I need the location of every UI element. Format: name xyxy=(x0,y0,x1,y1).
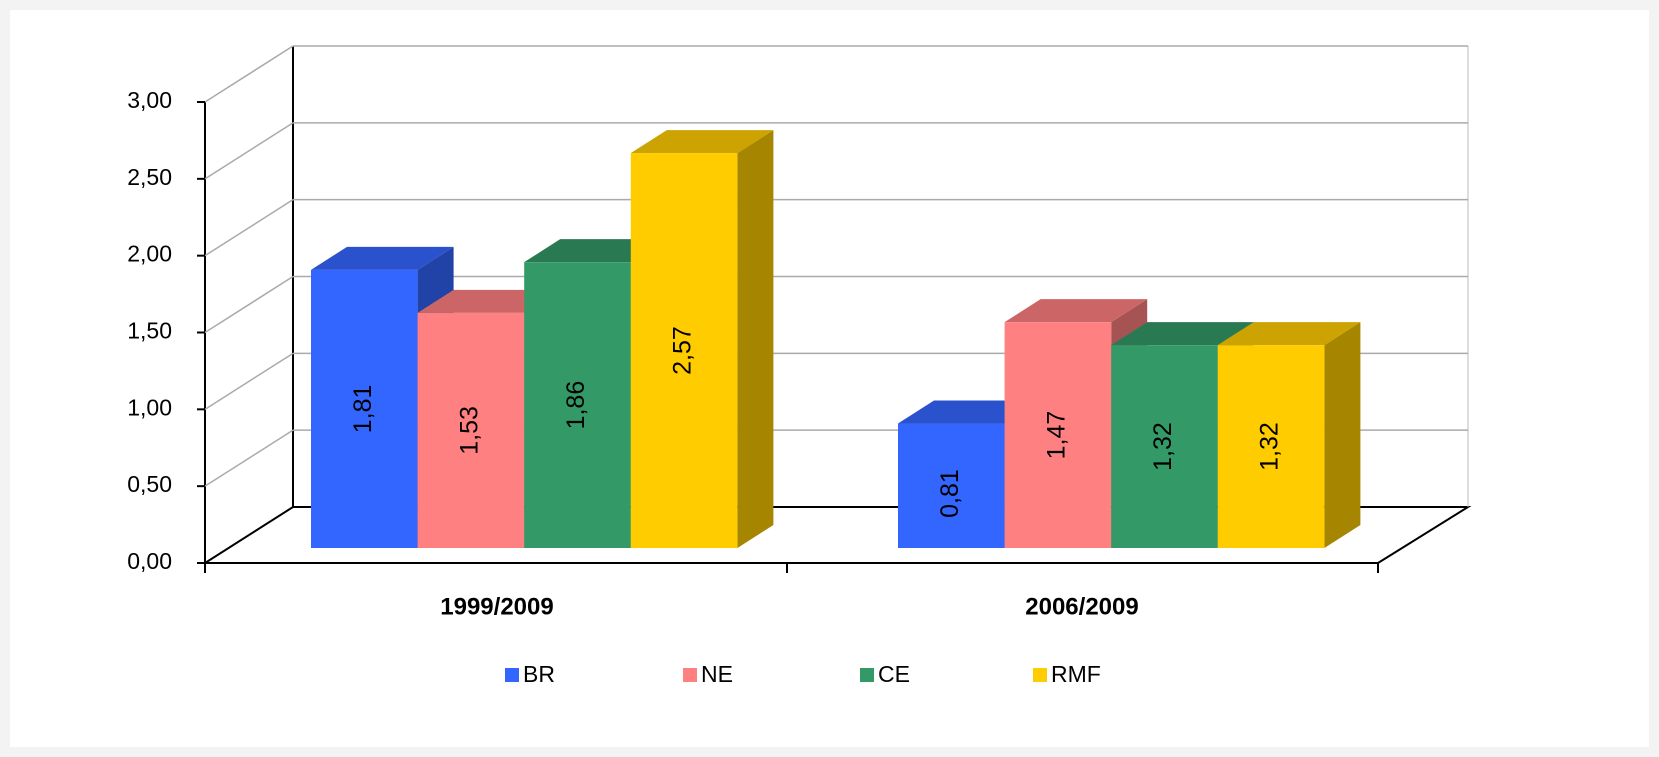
x-tick-label: 1999/2009 xyxy=(440,593,553,620)
value-label: 2,57 xyxy=(669,326,697,375)
side-grid-line xyxy=(204,429,294,487)
bar-front xyxy=(1004,322,1112,548)
y-tick-label: 3,00 xyxy=(127,87,172,113)
side-grid-line xyxy=(204,45,294,103)
side-grid-line xyxy=(204,275,294,334)
legend-swatch xyxy=(505,668,519,682)
y-tick-label: 2,00 xyxy=(127,241,172,267)
bar-side xyxy=(737,130,774,548)
legend-label: CE xyxy=(878,661,910,687)
y-tick-label: 0,00 xyxy=(127,548,172,574)
x-tick-label: 2006/2009 xyxy=(1025,593,1138,620)
bar-top xyxy=(630,130,774,154)
value-label: 1,47 xyxy=(1043,411,1071,460)
value-label: 0,81 xyxy=(936,469,964,518)
side-grid-line xyxy=(204,199,294,257)
bar-top xyxy=(1111,322,1254,346)
value-label: 1,32 xyxy=(1256,422,1284,471)
bar-front xyxy=(898,423,1005,548)
value-label: 1,86 xyxy=(562,381,590,430)
bar-front xyxy=(630,153,738,548)
y-tick-label: 1,50 xyxy=(127,318,172,344)
chart-area xyxy=(10,10,1649,747)
legend-swatch xyxy=(683,668,697,682)
bar-front xyxy=(1217,345,1325,548)
side-grid-line xyxy=(204,122,294,180)
legend-label: BR xyxy=(523,661,555,687)
bar-top xyxy=(1004,299,1148,323)
bar xyxy=(630,130,774,548)
bar-front xyxy=(417,312,525,548)
value-label: 1,32 xyxy=(1149,422,1177,471)
bar-top xyxy=(1217,322,1361,346)
legend-swatch xyxy=(860,668,874,682)
y-tick-label: 0,50 xyxy=(127,471,172,497)
value-label: 1,81 xyxy=(349,385,377,434)
bar-front xyxy=(311,269,418,548)
y-tick-label: 2,50 xyxy=(127,164,172,190)
side-grid-line xyxy=(204,352,294,410)
legend-label: NE xyxy=(701,661,733,687)
bar-side xyxy=(1324,322,1361,548)
legend-label: RMF xyxy=(1051,661,1101,687)
y-tick-label: 1,00 xyxy=(127,394,172,420)
bar-front xyxy=(524,262,631,548)
legend-swatch xyxy=(1033,668,1047,682)
bar-top xyxy=(311,246,454,270)
value-label: 1,53 xyxy=(456,406,484,455)
bar-front xyxy=(1111,345,1218,548)
bar xyxy=(1217,322,1361,548)
